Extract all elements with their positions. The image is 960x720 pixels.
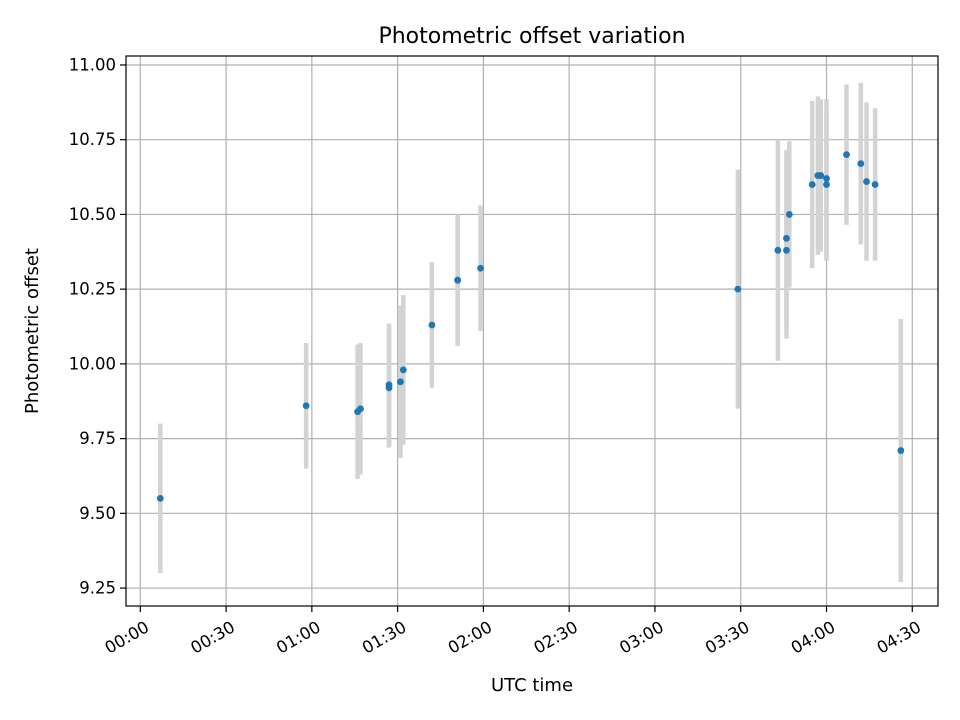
data-point <box>734 285 742 293</box>
x-tick-label: 01:00 <box>273 617 324 657</box>
data-point <box>477 264 484 272</box>
x-tick-label: 01:30 <box>359 617 410 657</box>
data-points <box>156 151 905 502</box>
x-axis-label: UTC time <box>491 675 573 696</box>
x-tick-label: 00:00 <box>102 617 153 657</box>
data-point <box>857 160 865 168</box>
x-tick-label: 00:30 <box>187 617 238 657</box>
data-point <box>774 246 782 254</box>
data-point <box>808 181 816 188</box>
plot-frame <box>125 55 939 607</box>
data-point <box>156 494 164 502</box>
data-point <box>454 276 462 284</box>
data-point <box>823 181 830 188</box>
y-axis-label: Photometric offset <box>22 248 43 414</box>
data-point <box>863 178 870 185</box>
y-tick-label: 10.50 <box>69 205 116 224</box>
error-bars <box>158 82 904 583</box>
y-tick-label: 10.25 <box>69 280 116 299</box>
data-point <box>843 151 850 159</box>
data-point <box>302 402 310 410</box>
x-tick-label: 04:00 <box>788 617 839 657</box>
data-point <box>397 378 404 386</box>
data-point <box>785 211 793 218</box>
grid <box>126 56 938 606</box>
x-tick-label: 02:30 <box>530 617 581 657</box>
y-tick-label: 9.50 <box>79 504 116 523</box>
x-tick-label: 03:30 <box>702 617 753 657</box>
chart-title: Photometric offset variation <box>378 24 685 49</box>
data-point <box>897 447 905 454</box>
y-tick-label: 9.25 <box>79 579 116 598</box>
data-point <box>385 384 393 392</box>
data-point <box>817 172 825 179</box>
data-point <box>399 366 407 374</box>
axis-ticks: 00:00 00:30 01:00 01:30 02:00 02:30 03:00 03:30… <box>69 55 925 657</box>
y-tick-label: 10.00 <box>69 354 116 373</box>
data-point <box>783 234 790 242</box>
y-tick-label: 11.00 <box>69 55 116 74</box>
y-tick-label: 9.75 <box>79 429 116 448</box>
x-tick-label: 03:00 <box>616 617 667 657</box>
y-tick-label: 10.75 <box>69 130 116 149</box>
data-point <box>783 246 790 254</box>
data-point <box>871 181 879 188</box>
x-tick-label: 04:30 <box>874 617 925 657</box>
data-point <box>428 321 436 329</box>
x-tick-label: 02:00 <box>445 617 496 657</box>
data-point <box>357 405 364 413</box>
data-point <box>823 175 830 182</box>
